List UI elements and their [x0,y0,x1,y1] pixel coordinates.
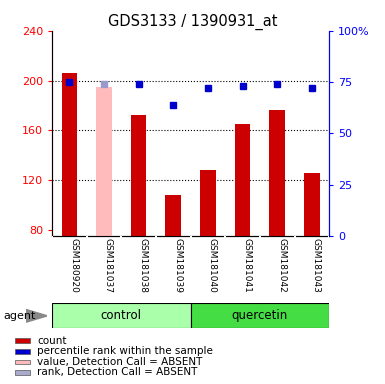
Bar [131,115,146,236]
Bar [191,303,329,328]
Text: agent: agent [4,311,36,321]
Bar [62,73,77,236]
Polygon shape [26,310,47,322]
Text: GSM180920: GSM180920 [69,238,78,293]
Bar [235,124,250,236]
Text: GDS3133 / 1390931_at: GDS3133 / 1390931_at [108,13,277,30]
Bar [15,349,30,354]
Text: GSM181042: GSM181042 [277,238,286,293]
Text: value, Detection Call = ABSENT: value, Detection Call = ABSENT [37,357,203,367]
Bar [270,111,285,236]
Text: GSM181037: GSM181037 [104,238,113,293]
Text: percentile rank within the sample: percentile rank within the sample [37,346,213,356]
Text: GSM181039: GSM181039 [173,238,182,293]
Bar [304,173,320,236]
Text: GSM181038: GSM181038 [139,238,147,293]
Text: rank, Detection Call = ABSENT: rank, Detection Call = ABSENT [37,367,198,377]
Bar [166,195,181,236]
Bar [96,87,112,236]
Text: GSM181043: GSM181043 [312,238,321,293]
Bar [52,303,191,328]
Bar [200,170,216,236]
Text: control: control [101,310,142,322]
Text: quercetin: quercetin [232,310,288,322]
Text: GSM181040: GSM181040 [208,238,217,293]
Bar [15,370,30,375]
Text: GSM181041: GSM181041 [243,238,251,293]
Bar [15,338,30,343]
Bar [15,359,30,364]
Text: count: count [37,336,67,346]
